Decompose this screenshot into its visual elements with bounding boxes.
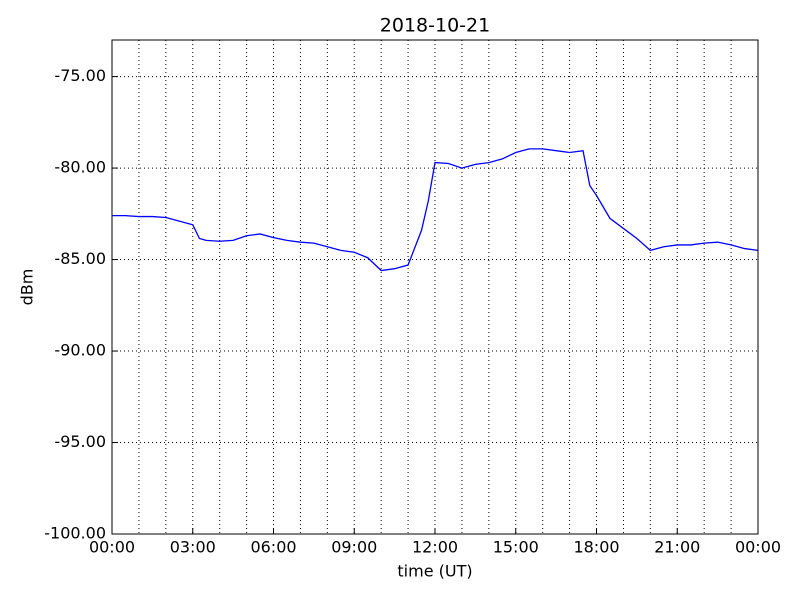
x-tick-label: 00:00 <box>89 538 135 557</box>
y-tick-label: -100.00 <box>44 524 106 543</box>
y-axis-label: dBm <box>18 269 37 306</box>
x-tick-label: 09:00 <box>331 538 377 557</box>
x-tick-label: 03:00 <box>170 538 216 557</box>
x-tick-label: 18:00 <box>573 538 619 557</box>
y-tick-label: -90.00 <box>54 341 106 360</box>
x-tick-label: 06:00 <box>250 538 296 557</box>
y-tick-label: -80.00 <box>54 158 106 177</box>
x-axis-label: time (UT) <box>397 562 472 581</box>
x-tick-label: 15:00 <box>493 538 539 557</box>
y-tick-label: -85.00 <box>54 249 106 268</box>
plot-frame <box>111 39 759 535</box>
data-line <box>112 148 759 272</box>
y-tick-label: -75.00 <box>54 66 106 85</box>
chart-title: 2018-10-21 <box>380 15 490 37</box>
y-tick-label: -95.00 <box>54 432 106 451</box>
x-tick-label: 21:00 <box>654 538 700 557</box>
x-tick-label: 00:00 <box>735 538 781 557</box>
x-tick-label: 12:00 <box>412 538 458 557</box>
